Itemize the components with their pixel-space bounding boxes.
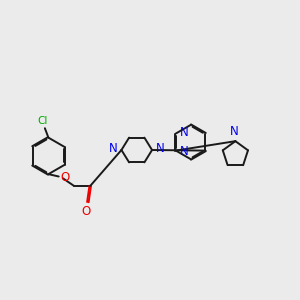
Text: N: N [180,126,189,139]
Text: N: N [109,142,117,155]
Text: N: N [230,125,239,138]
Text: Cl: Cl [37,116,48,126]
Text: N: N [156,142,165,155]
Text: O: O [60,172,69,184]
Text: O: O [81,205,90,218]
Text: N: N [179,145,188,158]
